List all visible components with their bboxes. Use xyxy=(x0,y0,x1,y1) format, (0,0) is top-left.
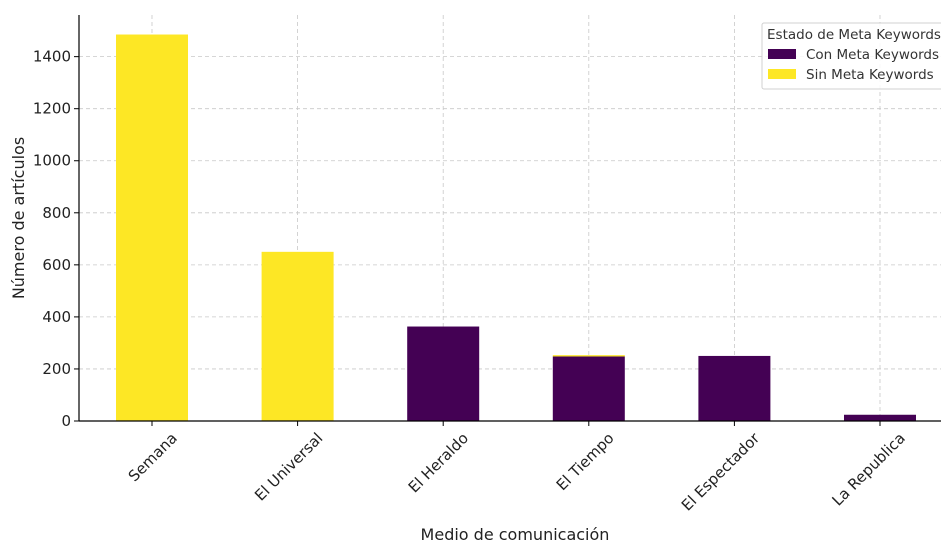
y-tick-label: 400 xyxy=(42,308,71,326)
bar-sin-meta-keywords-semana xyxy=(116,34,188,422)
y-tick-label: 800 xyxy=(42,204,71,222)
x-tick-label-el-universal: El Universal xyxy=(251,429,326,504)
x-tick-label-el-tiempo: El Tiempo xyxy=(553,429,618,494)
bar-con-meta-keywords-el-espectador xyxy=(698,355,771,421)
y-ticks: 0 200 400 600 800 1000 1200 1400 xyxy=(33,48,79,430)
legend-swatch-sin-meta-keywords xyxy=(768,69,796,79)
x-tick-label-semana: Semana xyxy=(125,429,181,485)
y-tick-label: 600 xyxy=(42,256,71,274)
x-tick-label-el-espectador: El Espectador xyxy=(678,429,764,515)
legend-swatch-con-meta-keywords xyxy=(768,49,796,59)
axes xyxy=(78,15,941,422)
y-tick-label: 1200 xyxy=(33,100,71,118)
x-tick-label-la-republica: La Republica xyxy=(828,429,908,509)
y-tick-label: 1000 xyxy=(33,152,71,170)
x-tick-label-el-heraldo: El Heraldo xyxy=(405,429,472,496)
bar-sin-meta-keywords-el-tiempo xyxy=(552,355,625,357)
bar-con-meta-keywords-la-republica xyxy=(844,414,916,421)
y-tick-label: 200 xyxy=(42,360,71,378)
y-tick-label: 1400 xyxy=(33,48,71,66)
legend-frame xyxy=(761,22,941,90)
x-ticks: Semana El Universal El Heraldo El Tiempo El … xyxy=(125,421,909,514)
legend-title: Estado de Meta Keywords xyxy=(767,27,941,43)
legend: Estado de Meta Keywords Con Meta Keyword… xyxy=(761,22,941,90)
bars xyxy=(116,34,916,422)
y-tick-label: 0 xyxy=(61,412,71,430)
bar-sin-meta-keywords-el-universal xyxy=(261,251,334,421)
bar-con-meta-keywords-el-heraldo xyxy=(407,326,480,421)
y-axis-label: Número de artículos xyxy=(9,137,28,299)
legend-label-con-meta-keywords: Con Meta Keywords xyxy=(806,47,939,63)
x-axis-label: Medio de comunicación xyxy=(421,525,610,543)
legend-label-sin-meta-keywords: Sin Meta Keywords xyxy=(806,67,934,83)
bar-con-meta-keywords-el-tiempo xyxy=(552,356,625,421)
